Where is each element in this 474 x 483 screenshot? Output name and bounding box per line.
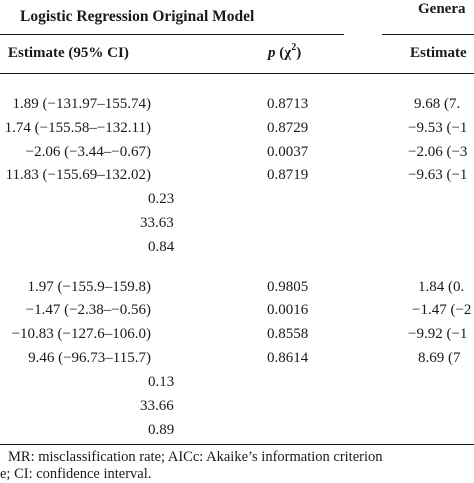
- table-cell-p: 0.0037: [267, 144, 309, 160]
- table-cell-estimate: 1.74 (−155.58–−132.11): [4, 120, 151, 136]
- table-cell-estimate: 1.89 (−131.97–155.74): [12, 96, 151, 112]
- group1-rule: [0, 34, 344, 35]
- stat-value: 0.89: [148, 422, 175, 438]
- table-cell-p: 0.9805: [267, 279, 309, 295]
- stat-value: 33.63: [140, 215, 174, 231]
- table-cell-estimate-2: −9.53 (−1: [408, 120, 468, 136]
- table-cell-estimate-2: −2.06 (−3: [408, 144, 468, 160]
- stat-value: 0.84: [148, 239, 175, 255]
- table-cell-estimate: 1.97 (−155.9–159.8): [27, 279, 151, 295]
- table-cell-estimate: −2.06 (−3.44–−0.67): [25, 144, 151, 160]
- table-cell-p: 0.8614: [267, 350, 309, 366]
- header-rule: [0, 73, 474, 74]
- table-cell-estimate-2: −9.92 (−1: [408, 326, 468, 342]
- table-cell-estimate: 11.83 (−155.69–132.02): [5, 167, 151, 183]
- table-cell-p: 0.8713: [267, 96, 309, 112]
- table-cell-p: 0.8729: [267, 120, 309, 136]
- col-header-p: p (χ2): [268, 42, 302, 62]
- footnote-line-1: MR: misclassification rate; AICc: Akaike…: [8, 449, 383, 465]
- table-cell-estimate-2: 9.68 (7.: [414, 96, 461, 112]
- stat-value: 33.66: [140, 398, 174, 414]
- group1-title: Logistic Regression Original Model: [20, 8, 255, 25]
- table-cell-estimate-2: −1.47 (−2: [412, 302, 472, 318]
- table-cell-estimate-2: 1.84 (0.: [418, 279, 465, 295]
- footer-rule: [0, 444, 474, 445]
- table-cell-estimate: −1.47 (−2.38–−0.56): [25, 302, 151, 318]
- table-cell-estimate: 9.46 (−96.73–115.7): [28, 350, 151, 366]
- group2-title: Genera: [418, 1, 466, 17]
- col-header-estimate-2: Estimate: [410, 45, 467, 61]
- footnote-line-2: e; CI: confidence interval.: [0, 466, 152, 482]
- stat-value: 0.13: [148, 374, 175, 390]
- table-cell-estimate-2: −9.63 (−1: [408, 167, 468, 183]
- table-cell-estimate: −10.83 (−127.6–106.0): [11, 326, 151, 342]
- table-cell-p: 0.8719: [267, 167, 309, 183]
- col-header-estimate: Estimate (95% CI): [8, 45, 129, 61]
- stat-value: 0.23: [148, 191, 175, 207]
- table-cell-estimate-2: 8.69 (7: [418, 350, 461, 366]
- group2-rule: [382, 34, 474, 35]
- table-cell-p: 0.0016: [267, 302, 309, 318]
- table-cell-p: 0.8558: [267, 326, 309, 342]
